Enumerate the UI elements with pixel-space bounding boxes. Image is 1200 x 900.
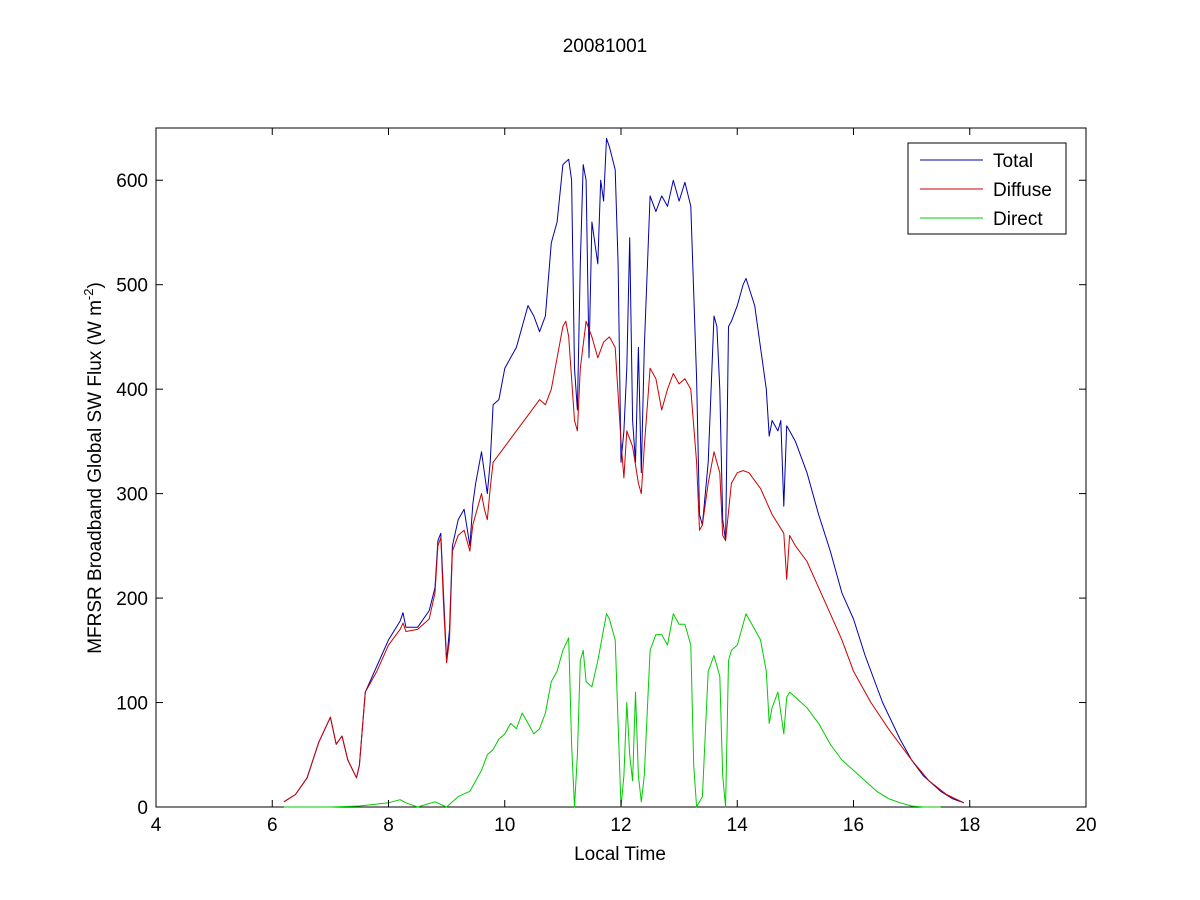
y-tick-label: 600: [116, 171, 148, 192]
x-axis-label: Local Time: [574, 844, 666, 865]
series-line-total: [283, 137, 965, 804]
y-axis-label-close: ): [85, 282, 106, 288]
series-layer: [283, 137, 965, 808]
y-axis-label: MFRSR Broadband Global SW Flux (W m-2): [81, 282, 106, 654]
x-tick-label: 8: [383, 815, 394, 836]
y-axis-label-superscript: -2: [81, 289, 96, 301]
x-tick-label: 10: [494, 815, 515, 836]
y-ticks: 0 100 200 300 400 500 600: [116, 171, 1086, 819]
plot-area: 4 6 8 10 12 14 16 18 20 0 100 200 300 400 500 600: [116, 127, 1097, 836]
x-tick-label: 4: [151, 815, 162, 836]
x-ticks: 4 6 8 10 12 14 16 18 20: [151, 128, 1097, 836]
legend-label-diffuse: Diffuse: [993, 180, 1052, 201]
x-tick-label: 14: [727, 815, 749, 836]
x-tick-label: 16: [843, 815, 864, 836]
y-tick-label: 0: [137, 798, 148, 819]
legend-label-total: Total: [993, 151, 1033, 172]
x-tick-label: 18: [959, 815, 980, 836]
x-tick-label: 6: [267, 815, 278, 836]
series-line-direct: [283, 613, 941, 808]
y-tick-label: 400: [116, 380, 148, 401]
series-line-diffuse: [283, 320, 965, 804]
y-tick-label: 200: [116, 589, 148, 610]
legend: Total Diffuse Direct: [907, 142, 1067, 235]
chart-title: 20081001: [563, 36, 648, 57]
y-axis-label-main: MFRSR Broadband Global SW Flux (W m: [85, 300, 106, 654]
legend-label-direct: Direct: [993, 209, 1043, 230]
y-tick-label: 300: [116, 485, 148, 506]
y-tick-label: 100: [116, 694, 148, 715]
y-tick-label: 500: [116, 276, 148, 297]
x-tick-label: 12: [610, 815, 631, 836]
axes-box: [155, 127, 1087, 808]
x-tick-label: 20: [1075, 815, 1096, 836]
